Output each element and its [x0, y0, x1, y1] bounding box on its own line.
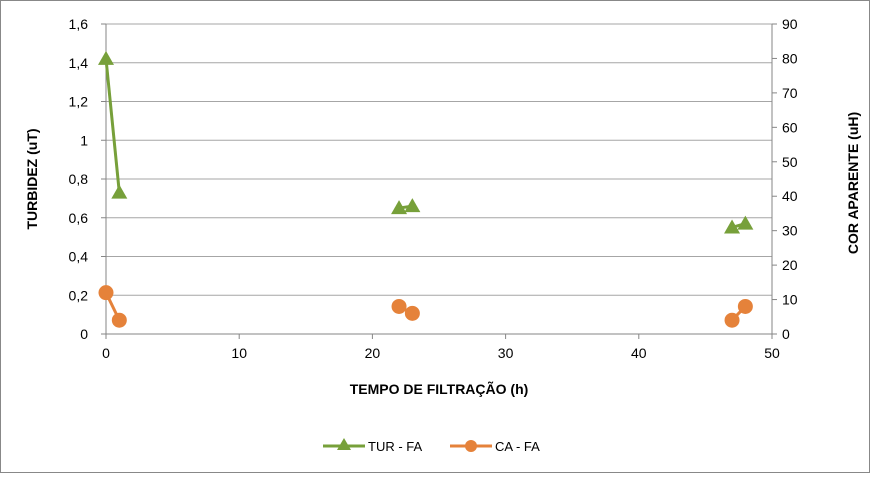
right-axis-ticks: 0 10 20 30 40 50 60 70 80 90: [772, 16, 798, 342]
x-tick-label: 30: [498, 345, 514, 361]
legend-label-ca-fa: CA - FA: [495, 439, 540, 454]
data-point-circle: [98, 285, 114, 301]
x-tick-label: 40: [631, 345, 647, 361]
series-line-segment: [104, 58, 121, 193]
y2-axis-title: COR APARENTE (uH): [845, 112, 861, 254]
data-point-circle: [391, 298, 407, 314]
data-point-triangle: [98, 50, 114, 65]
y-tick-label: 0,4: [69, 249, 89, 265]
data-point-circle: [737, 298, 753, 314]
y-tick-label: 1: [80, 132, 88, 148]
y2-tick-label: 60: [782, 119, 798, 135]
x-axis-title: TEMPO DE FILTRAÇÃO (h): [350, 380, 529, 397]
data-point-triangle: [111, 184, 128, 199]
x-tick-label: 50: [764, 345, 780, 361]
gridlines: [106, 23, 772, 296]
legend-label-tur-fa: TUR - FA: [368, 439, 422, 454]
y-tick-label: 1,4: [69, 55, 89, 71]
x-tick-label: 10: [231, 345, 247, 361]
x-tick-label: 0: [102, 345, 110, 361]
legend: TUR - FA CA - FA: [323, 438, 540, 454]
y2-tick-label: 20: [782, 257, 798, 273]
y-tick-label: 0,2: [69, 287, 89, 303]
legend-item-ca-fa: CA - FA: [450, 439, 540, 454]
data-point-circle: [404, 305, 420, 321]
series-layer: [98, 50, 754, 328]
y2-tick-label: 10: [782, 292, 798, 308]
legend-marker-ca-fa: [465, 440, 477, 452]
legend-marker-tur-fa: [337, 438, 351, 450]
y-axis-title: TURBIDEZ (uT): [24, 128, 40, 229]
data-point-triangle: [404, 198, 421, 213]
y2-tick-label: 80: [782, 50, 798, 66]
y-tick-label: 1,2: [69, 94, 89, 110]
y2-tick-label: 30: [782, 223, 798, 239]
y2-tick-label: 40: [782, 188, 798, 204]
y-tick-label: 0,6: [69, 210, 89, 226]
y2-tick-label: 90: [782, 16, 798, 32]
y2-tick-label: 70: [782, 85, 798, 101]
y-tick-label: 1,6: [69, 16, 89, 32]
data-point-circle: [724, 312, 740, 328]
series-1: [98, 285, 753, 328]
y-tick-label: 0: [80, 326, 88, 342]
series-0: [98, 50, 754, 234]
data-point-circle: [111, 312, 127, 328]
x-axis-ticks: 0 10 20 30 40 50: [102, 334, 780, 361]
y-tick-label: 0,8: [69, 171, 89, 187]
legend-item-tur-fa: TUR - FA: [323, 438, 422, 454]
data-point-triangle: [737, 215, 754, 230]
y2-tick-label: 50: [782, 154, 798, 170]
x-tick-label: 20: [365, 345, 381, 361]
data-point-triangle: [724, 219, 741, 234]
data-point-triangle: [391, 200, 408, 215]
y2-tick-label: 0: [782, 326, 790, 342]
